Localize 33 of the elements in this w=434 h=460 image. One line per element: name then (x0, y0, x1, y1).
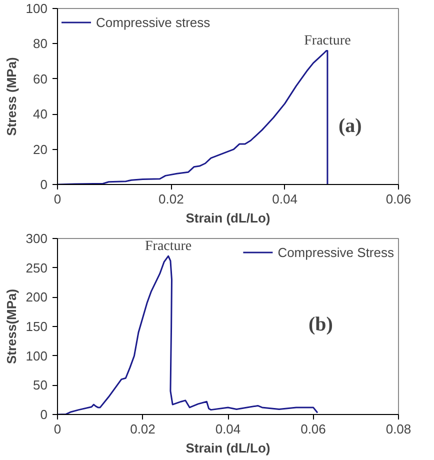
y-tick-label: 0 (40, 177, 48, 192)
y-tick-label: 300 (26, 231, 48, 246)
annotation: Fracture (304, 34, 351, 49)
y-tick-label: 250 (26, 260, 48, 276)
y-tick-label: 150 (26, 319, 48, 334)
y-axis-title: Stress (MPa) (4, 57, 19, 136)
x-tick-label: 0.06 (386, 192, 412, 206)
y-tick-label: 60 (33, 71, 48, 86)
legend-label: Compressive stress (96, 14, 210, 30)
legend-label: Compressive Stress (278, 244, 394, 260)
x-tick-label: 0.04 (215, 422, 241, 436)
annotation: Fracture (145, 239, 192, 254)
x-tick-label: 0.06 (300, 422, 326, 436)
annotation: (a) (338, 114, 362, 137)
y-tick-label: 80 (33, 36, 48, 52)
y-tick-label: 40 (33, 106, 48, 122)
x-tick-label: 0 (54, 422, 62, 436)
x-tick-label: 0.02 (158, 192, 184, 206)
x-tick-label: 0.02 (130, 422, 156, 436)
y-axis-title: Stress(MPa) (4, 288, 19, 364)
line-series (58, 50, 328, 184)
x-axis-title: Strain (dL/Lo) (186, 210, 270, 226)
y-tick-label: 50 (33, 378, 48, 393)
x-tick-label: 0.04 (272, 192, 298, 206)
x-tick-label: 0 (54, 192, 62, 206)
annotation: (b) (308, 313, 333, 336)
y-tick-label: 20 (33, 142, 48, 157)
y-tick-label: 0 (40, 407, 48, 422)
x-axis-title: Strain (dL/Lo) (186, 440, 270, 456)
y-tick-label: 100 (26, 1, 48, 16)
y-tick-label: 200 (26, 290, 48, 305)
x-tick-label: 0.08 (386, 422, 412, 436)
y-tick-label: 100 (26, 348, 48, 364)
